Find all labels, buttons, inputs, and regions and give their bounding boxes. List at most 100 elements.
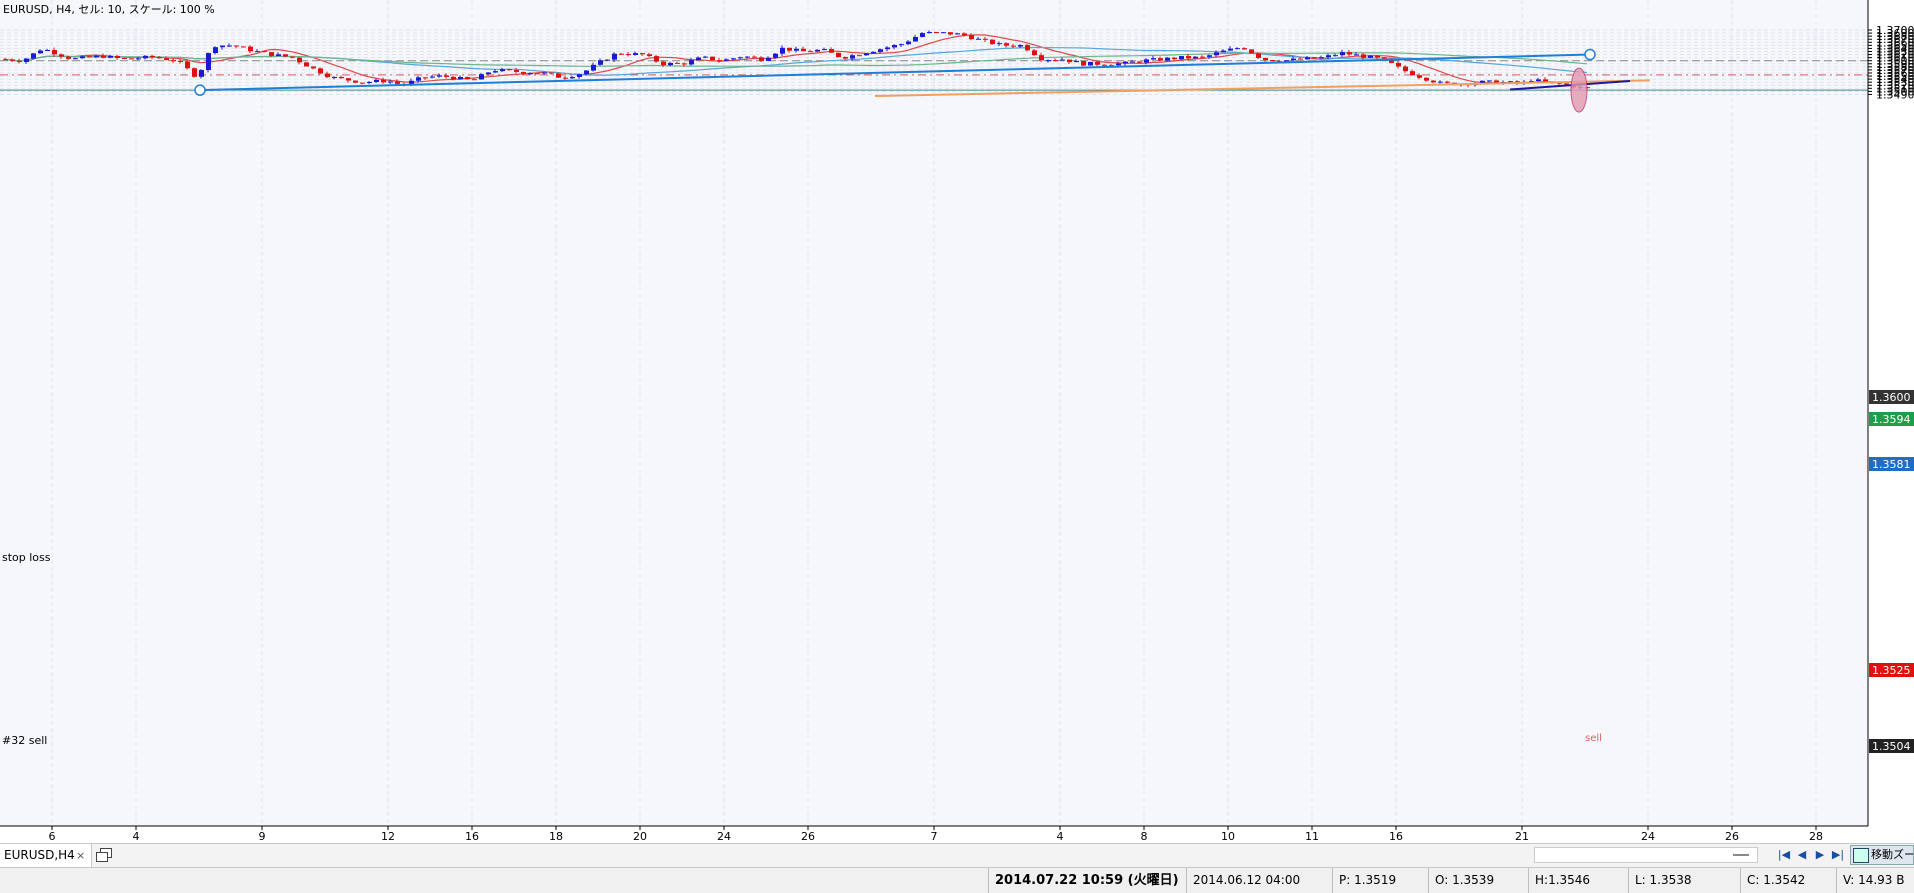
candle bbox=[801, 46, 806, 52]
status-datetime: 2014.07.22 10:59 (火曜日) bbox=[988, 868, 1186, 893]
trendlines[interactable] bbox=[194, 48, 1651, 113]
last-bar-icon[interactable]: ▶| bbox=[1831, 848, 1845, 861]
status-bar: 2014.07.22 10:59 (火曜日) 2014.06.12 04:00 … bbox=[0, 867, 1914, 893]
prev-bar-icon[interactable]: ◀ bbox=[1797, 848, 1807, 861]
candle-body bbox=[1158, 58, 1163, 61]
candle-body bbox=[1536, 79, 1541, 82]
trendline-orange bbox=[874, 79, 1651, 98]
candle bbox=[1165, 56, 1170, 62]
time-tick-label: 26 bbox=[1725, 830, 1739, 843]
time-tick-label: 24 bbox=[717, 830, 731, 843]
candle bbox=[1508, 80, 1513, 83]
candle bbox=[899, 43, 904, 47]
candle bbox=[633, 51, 638, 56]
candle bbox=[500, 67, 505, 73]
candle bbox=[997, 41, 1002, 47]
svg-text:1.3581: 1.3581 bbox=[1872, 458, 1911, 471]
candle bbox=[290, 56, 295, 59]
candle-body bbox=[640, 53, 645, 55]
candle bbox=[332, 76, 337, 80]
candle-body bbox=[1494, 80, 1499, 84]
price-chart[interactable]: 1.37001.36901.36801.36701.36601.36501.36… bbox=[0, 0, 1914, 843]
candle bbox=[759, 56, 764, 62]
candle-body bbox=[556, 73, 561, 78]
candle-body bbox=[1480, 80, 1485, 84]
candle-body bbox=[843, 57, 848, 59]
zoom-mode-icon bbox=[1853, 848, 1869, 863]
zoom-mode-button[interactable]: 移動ズーム bbox=[1850, 845, 1914, 865]
candle bbox=[458, 75, 463, 80]
candle-body bbox=[311, 66, 316, 69]
candle bbox=[416, 75, 421, 83]
candle bbox=[843, 56, 848, 60]
candle bbox=[3, 57, 8, 61]
candle-body bbox=[1529, 81, 1534, 83]
new-window-icon[interactable] bbox=[96, 848, 112, 862]
candle-body bbox=[1298, 58, 1303, 60]
candle-body bbox=[479, 74, 484, 80]
candle bbox=[451, 75, 456, 81]
candle bbox=[514, 67, 519, 74]
candle-body bbox=[1039, 55, 1044, 61]
first-bar-icon[interactable]: |◀ bbox=[1777, 848, 1791, 861]
candle-body bbox=[801, 48, 806, 52]
candle bbox=[423, 77, 428, 80]
candle-body bbox=[1368, 55, 1373, 58]
candle bbox=[479, 72, 484, 80]
candle-body bbox=[178, 60, 183, 62]
price-tick-label: 1.3510 bbox=[1876, 82, 1914, 95]
candle bbox=[185, 59, 190, 70]
price-tick-label: 1.3620 bbox=[1876, 49, 1914, 62]
candle bbox=[1291, 56, 1296, 62]
price-tick-label: 1.3650 bbox=[1876, 39, 1914, 52]
candle-body bbox=[283, 54, 288, 57]
candle-body bbox=[276, 54, 281, 56]
candle bbox=[1417, 73, 1422, 80]
candle-body bbox=[626, 54, 631, 56]
horizontal-scrollbar[interactable] bbox=[1534, 847, 1758, 863]
candle bbox=[731, 57, 736, 61]
tab-close-icon[interactable]: × bbox=[76, 849, 86, 862]
candle-body bbox=[255, 51, 260, 53]
time-tick-label: 28 bbox=[1809, 830, 1823, 843]
candle bbox=[773, 52, 778, 59]
candle-body bbox=[654, 56, 659, 62]
candle-body bbox=[668, 62, 673, 66]
candle-body bbox=[689, 60, 694, 65]
candle bbox=[1004, 42, 1009, 48]
candle-body bbox=[1130, 61, 1135, 63]
candle-body bbox=[164, 58, 169, 61]
candle bbox=[171, 58, 176, 64]
candle bbox=[1088, 61, 1093, 66]
candle bbox=[612, 52, 617, 63]
candle bbox=[626, 51, 631, 57]
candle bbox=[150, 54, 155, 60]
candle-body bbox=[409, 80, 414, 85]
candle-body bbox=[297, 57, 302, 63]
candle-body bbox=[822, 49, 827, 51]
tab-label: EURUSD,H4 bbox=[4, 848, 75, 862]
candle bbox=[598, 58, 603, 66]
candle-body bbox=[920, 33, 925, 37]
candle-body bbox=[948, 32, 953, 35]
candle bbox=[563, 75, 568, 81]
candle-body bbox=[80, 56, 85, 59]
price-tick-label: 1.3670 bbox=[1876, 33, 1914, 46]
candle-body bbox=[45, 49, 50, 51]
price-tick-label: 1.3490 bbox=[1876, 88, 1914, 101]
candle bbox=[1025, 43, 1030, 52]
candle bbox=[1368, 54, 1373, 58]
next-bar-icon[interactable]: ▶ bbox=[1815, 848, 1825, 861]
candle bbox=[654, 54, 659, 64]
candle bbox=[815, 48, 820, 53]
scrollbar-thumb[interactable] bbox=[1733, 854, 1749, 856]
candle-body bbox=[192, 68, 197, 77]
candle bbox=[780, 45, 785, 56]
candle-body bbox=[1144, 59, 1149, 63]
price-label-blue: 1.3581 bbox=[1869, 457, 1914, 471]
candle-body bbox=[101, 55, 106, 58]
tab-eurusd-h4[interactable]: EURUSD,H4 × bbox=[0, 844, 92, 867]
candle-body bbox=[416, 77, 421, 81]
candle bbox=[1333, 53, 1338, 57]
candle-body bbox=[1431, 80, 1436, 83]
